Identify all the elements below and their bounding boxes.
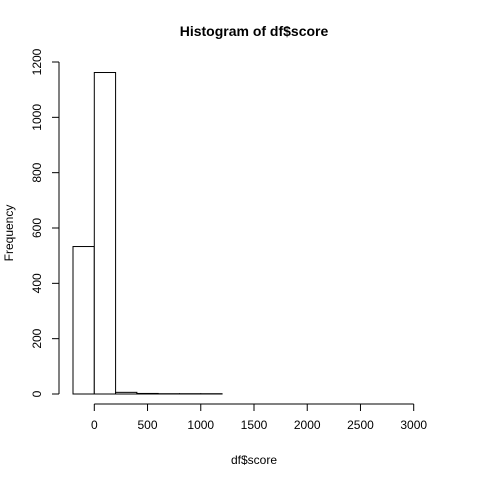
x-axis: 0 500 1000 1500 2000 2500 3000 bbox=[91, 403, 427, 432]
y-tick-label: 200 bbox=[30, 328, 44, 348]
y-axis-label: Frequency bbox=[2, 205, 16, 262]
x-tick-label: 0 bbox=[91, 418, 98, 432]
x-tick-label: 2000 bbox=[294, 418, 321, 432]
bars-group bbox=[72, 72, 223, 395]
histogram-bar bbox=[115, 391, 138, 395]
y-tick-label: 1000 bbox=[30, 104, 44, 131]
histogram-bar bbox=[136, 392, 159, 395]
y-axis: 0 200 400 600 800 1000 1200 bbox=[30, 48, 60, 397]
x-tick-label: 2500 bbox=[347, 418, 374, 432]
y-tick-label: 800 bbox=[30, 162, 44, 182]
histogram-bar bbox=[72, 246, 95, 395]
histogram-bar bbox=[93, 72, 117, 395]
chart-title: Histogram of df$score bbox=[180, 23, 329, 39]
y-tick-label: 400 bbox=[30, 273, 44, 293]
x-tick-label: 500 bbox=[138, 418, 158, 432]
x-tick-label: 1500 bbox=[241, 418, 268, 432]
x-tick-label: 1000 bbox=[187, 418, 214, 432]
y-tick-label: 1200 bbox=[30, 48, 44, 75]
y-tick-label: 0 bbox=[30, 390, 44, 397]
y-tick-label: 600 bbox=[30, 218, 44, 238]
x-tick-label: 3000 bbox=[400, 418, 427, 432]
x-axis-label: df$score bbox=[231, 453, 277, 467]
